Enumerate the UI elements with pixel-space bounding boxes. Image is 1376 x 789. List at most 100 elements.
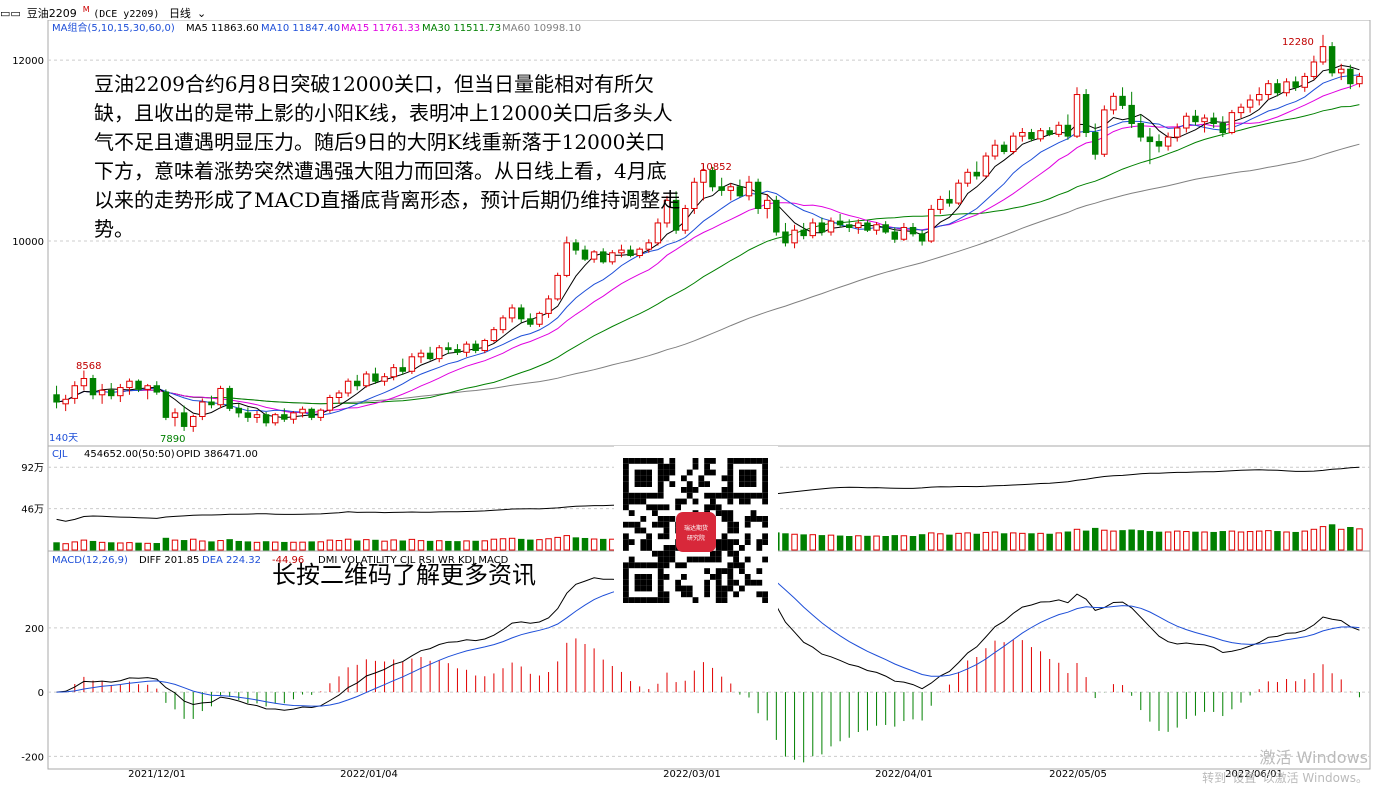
volume-bar <box>1146 531 1154 551</box>
ma10-line <box>56 74 1360 416</box>
volume-bar <box>1319 526 1327 551</box>
volume-bar <box>982 531 990 551</box>
qr-module <box>663 504 670 511</box>
qr-module <box>623 562 629 569</box>
volume-bar <box>1046 533 1053 551</box>
candle-body <box>217 387 224 406</box>
qr-module <box>640 481 647 487</box>
qr-module <box>727 475 734 482</box>
qr-module <box>634 527 641 534</box>
volume-legend[interactable]: CJL 454652.00(50:50) OPID 386471.00 <box>52 449 258 460</box>
volume-bar <box>1246 531 1254 551</box>
qr-module <box>681 498 687 505</box>
qr-module <box>652 597 658 603</box>
volume-bar <box>818 535 826 551</box>
candle-body <box>344 380 352 394</box>
candle-body <box>1192 115 1199 123</box>
qr-module <box>623 487 629 493</box>
qr-module <box>623 498 629 505</box>
volume-bar <box>1155 531 1163 551</box>
candle-body <box>281 414 288 420</box>
qr-module <box>669 481 676 487</box>
volume-bar <box>955 532 962 551</box>
candle-body <box>1274 83 1281 94</box>
volume-bar <box>208 541 215 551</box>
candle-body <box>672 199 680 231</box>
qr-module <box>733 591 739 598</box>
qr-module <box>669 469 676 476</box>
qr-module <box>715 539 722 545</box>
candle-body <box>727 186 735 191</box>
ma-legend[interactable]: MA组合(5,10,15,30,60,0) MA5 11863.60 MA10 … <box>52 21 581 34</box>
day-count-label: 140天 <box>49 433 78 444</box>
volume-bar <box>353 540 361 551</box>
qr-module <box>744 579 751 586</box>
qr-module <box>733 492 739 499</box>
volume-legend-label[interactable]: CJL <box>52 449 68 460</box>
qr-module <box>686 585 693 592</box>
volume-bar <box>1000 533 1008 551</box>
candle-body <box>1091 132 1099 155</box>
candle-body <box>1064 124 1072 137</box>
qr-module <box>750 510 757 516</box>
qr-module <box>727 498 734 505</box>
qr-module <box>721 533 728 540</box>
qr-module <box>739 498 745 505</box>
ma-legend-item: MA30 11511.73 <box>422 23 501 34</box>
qr-module <box>646 585 652 592</box>
macd-dea: DEA 224.32 <box>202 555 261 566</box>
candle-body <box>262 414 270 424</box>
candle-body <box>599 251 607 263</box>
qr-module <box>727 539 734 545</box>
volume-bar <box>1091 527 1099 551</box>
volume-bar <box>217 540 224 551</box>
qr-module <box>640 597 647 603</box>
qr-module <box>710 550 716 557</box>
candle-body <box>372 373 379 382</box>
qr-module <box>657 556 664 563</box>
indicator-tabs[interactable]: DMI VOLATILITY CJL RSI WR KDJ MACD <box>318 555 509 566</box>
qr-module <box>750 469 757 476</box>
macd-legend[interactable]: MACD(12,26,9) DIFF 201.85 DEA 224.32 -44… <box>52 555 509 566</box>
qr-module <box>721 492 728 499</box>
macd-value: -44.96 <box>272 555 304 566</box>
qr-module <box>623 521 629 528</box>
qr-module <box>762 533 768 540</box>
ma-group-label[interactable]: MA组合(5,10,15,30,60,0) <box>52 21 175 34</box>
x-axis-label: 2022/06/01 <box>1225 769 1283 780</box>
window-icon[interactable]: ▭▭ <box>0 6 21 20</box>
volume-bar <box>1283 531 1290 551</box>
qr-module <box>652 562 658 569</box>
qr-module <box>657 516 664 522</box>
volume-bar <box>946 534 953 551</box>
qr-module <box>715 556 722 563</box>
qr-module <box>692 498 699 505</box>
qr-module <box>634 469 641 476</box>
qr-module <box>663 533 670 540</box>
volume-bar <box>463 540 470 551</box>
x-axis-label: 2022/05/05 <box>1049 769 1107 780</box>
kline-chart[interactable]: 12000 10000 92万 46万 200 0 -200 2021/12/01 2022/… <box>0 20 1376 789</box>
candle-body <box>1292 81 1299 88</box>
qr-module <box>634 458 641 464</box>
symbol-name[interactable]: 豆油2209 <box>26 6 77 20</box>
x-axis-labels: 2021/12/01 2022/01/04 2022/03/01 2022/04/01… <box>128 769 1283 780</box>
candle-body <box>472 343 479 351</box>
qr-code[interactable]: 瑞达期货 研究院 <box>614 446 778 620</box>
period-label: 日线 <box>168 6 191 20</box>
volume-bar <box>900 535 908 551</box>
qr-module <box>750 458 757 464</box>
candle-body <box>590 251 598 260</box>
candles <box>53 34 1363 432</box>
qr-module <box>686 556 693 563</box>
qr-module <box>715 591 722 598</box>
candle-body <box>636 248 643 257</box>
period-selector[interactable]: 日线 ⌄ <box>169 7 212 20</box>
volume-bar <box>1055 532 1063 551</box>
volume-bar <box>281 541 288 551</box>
qr-module <box>663 516 670 522</box>
macd-legend-label[interactable]: MACD(12,26,9) <box>52 555 128 566</box>
volume-bar <box>299 541 306 551</box>
qr-module <box>669 545 676 551</box>
qr-module <box>704 492 710 499</box>
